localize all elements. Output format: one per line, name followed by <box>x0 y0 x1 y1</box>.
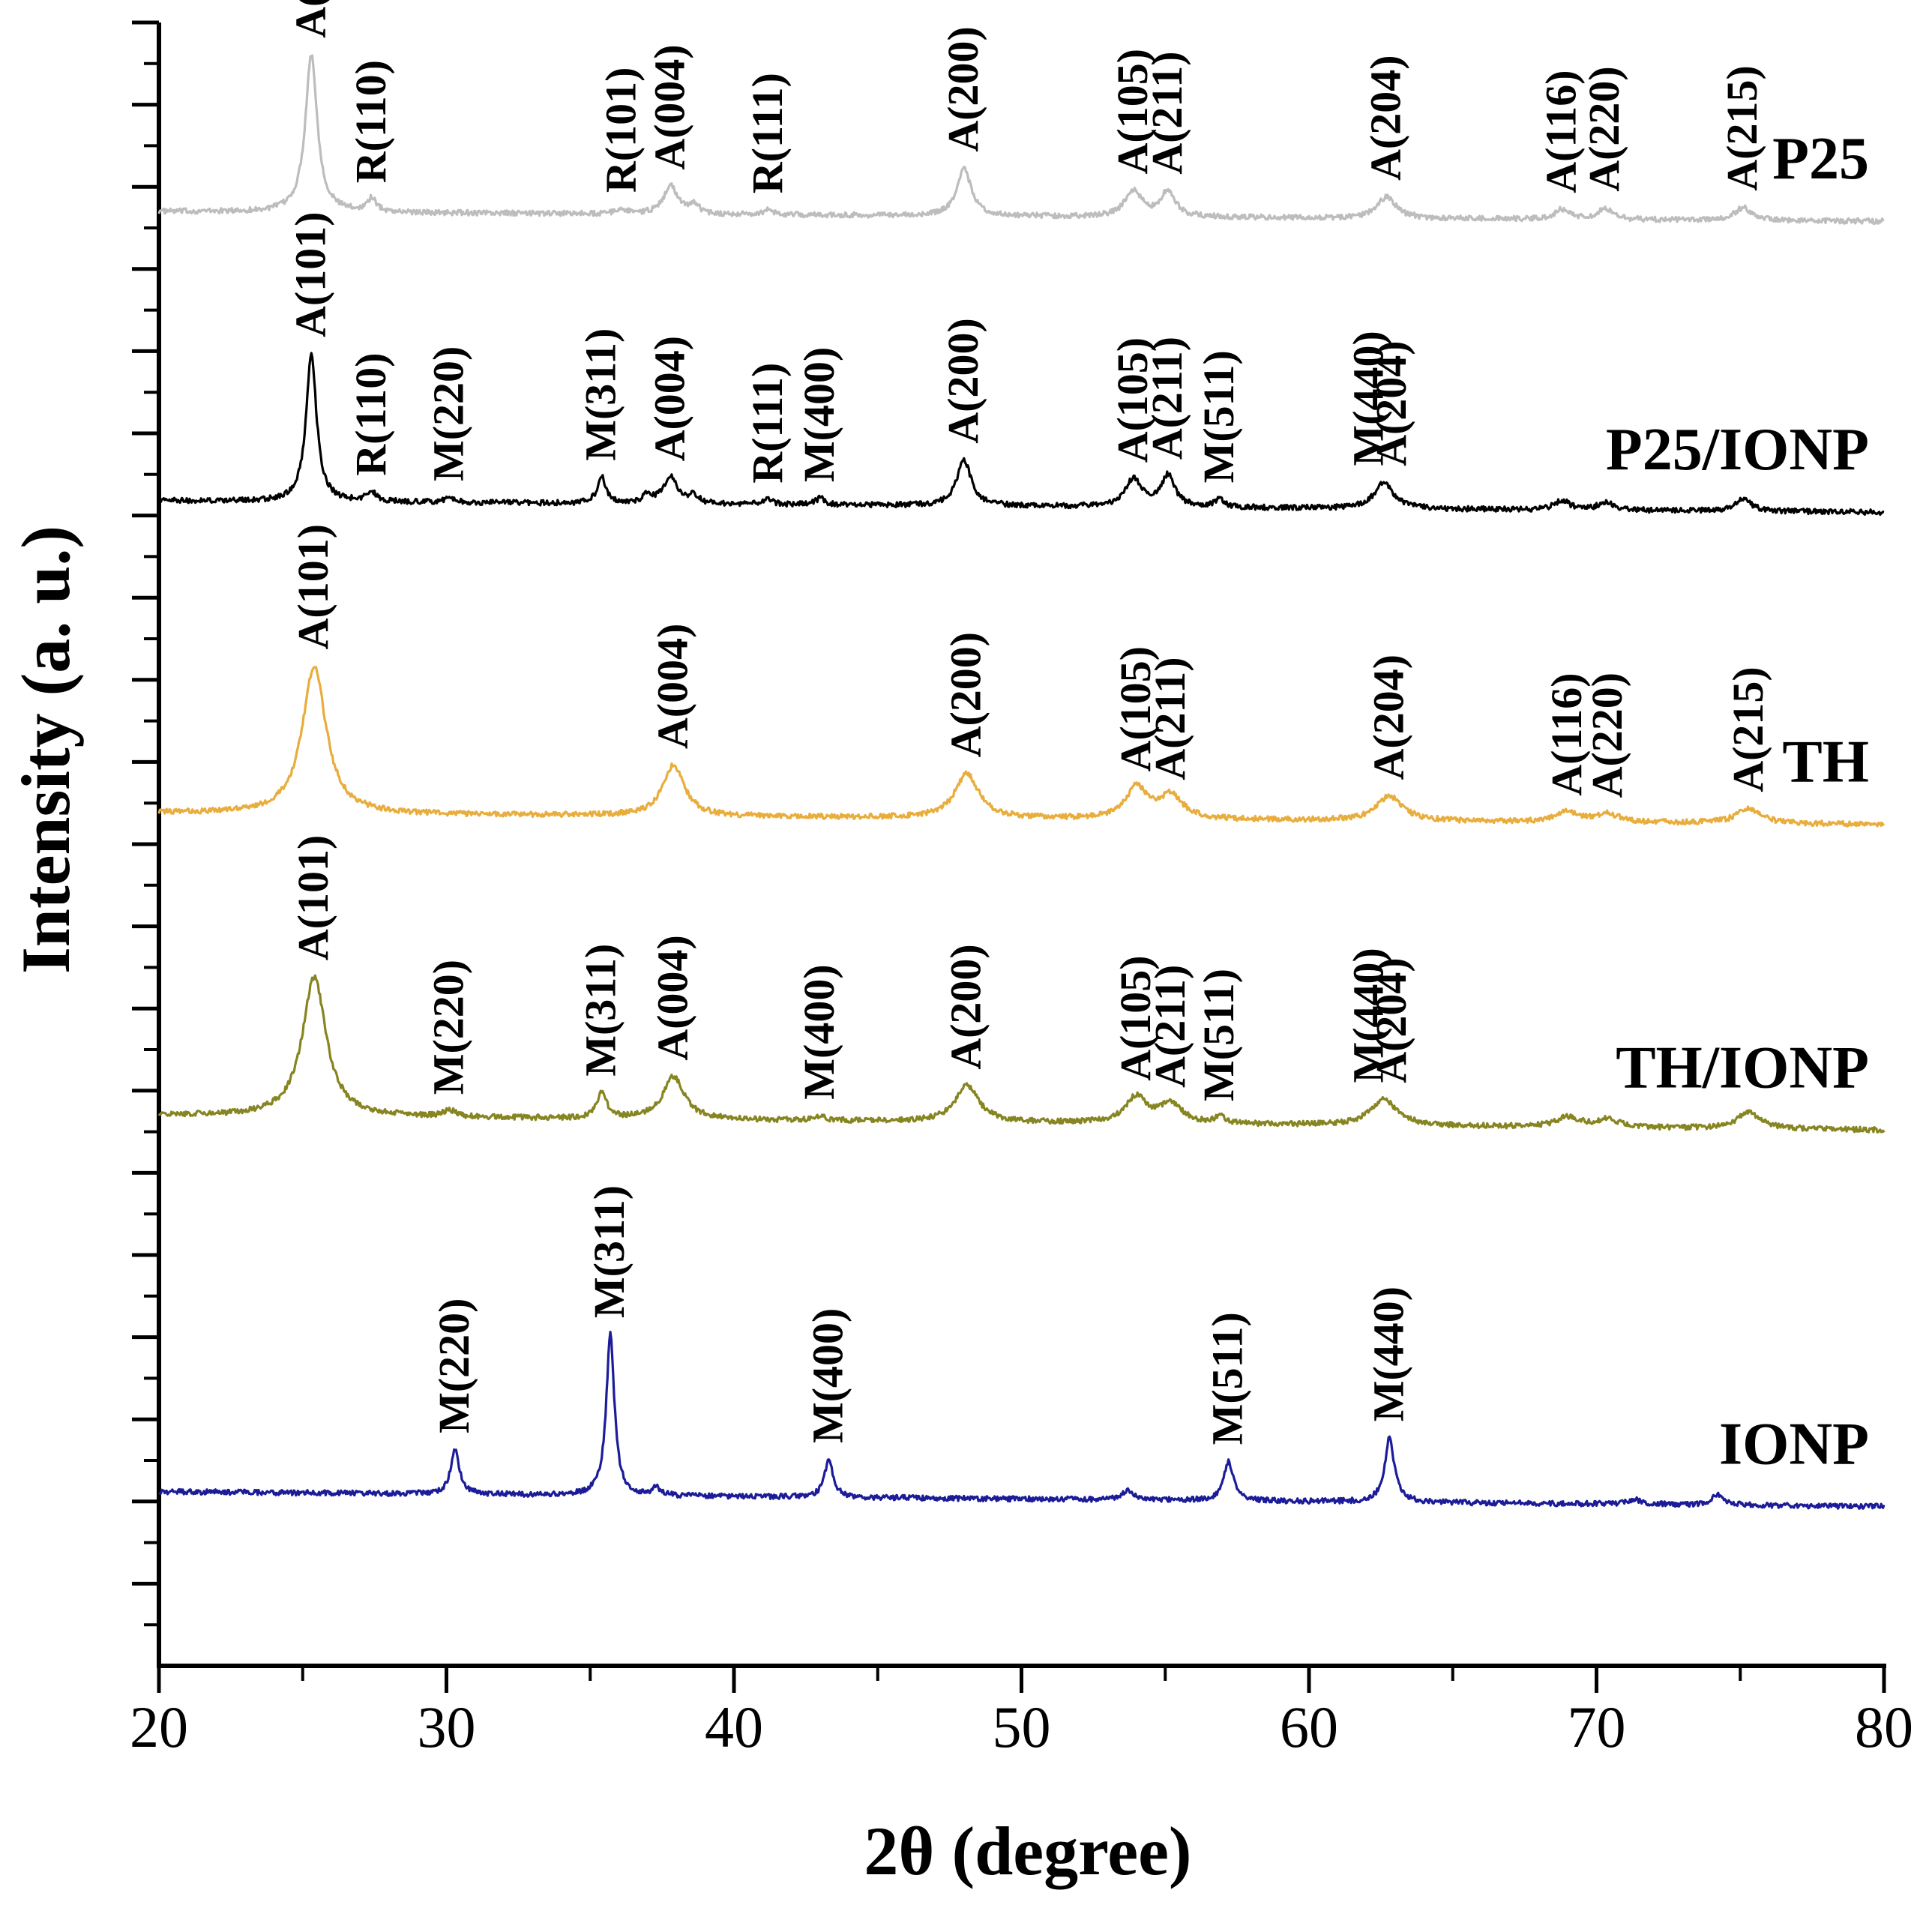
series-th-ionp: TH/IONP <box>157 974 1886 1134</box>
x-tick-label: 70 <box>1568 1694 1626 1760</box>
series-th: TH <box>157 666 1886 828</box>
peak-label: M(400) <box>795 964 843 1099</box>
peak-label: M(440) <box>1364 1286 1412 1421</box>
y-axis-title: Intensity (a. u.) <box>7 526 84 974</box>
peak-label: A(200) <box>939 26 987 152</box>
series-name-label: TH <box>1782 729 1869 795</box>
peak-label: M(511) <box>1194 350 1243 483</box>
series-name-label: P25 <box>1772 126 1869 192</box>
peak-label: A(004) <box>645 44 694 170</box>
peak-label: A(200) <box>939 318 987 444</box>
peak-label: A(105) <box>1111 955 1160 1081</box>
peak-label: M(440) <box>1344 331 1393 466</box>
peak-label: M(400) <box>795 347 843 482</box>
x-axis-title: 2θ (degree) <box>864 1813 1191 1889</box>
series-traces: P25 P25/IONP TH TH/IONP IONP <box>157 54 1886 1510</box>
x-tick-label: 30 <box>418 1694 476 1760</box>
series-name-label: IONP <box>1719 1411 1869 1477</box>
x-tick-label: 20 <box>130 1694 188 1760</box>
peak-label: A(204) <box>1367 340 1415 466</box>
peak-label: A(204) <box>1364 654 1412 780</box>
peak-label: A(101) <box>289 835 337 961</box>
x-tick-label: 80 <box>1855 1694 1913 1760</box>
peak-label: A(101) <box>286 0 334 38</box>
series-p25: P25 <box>157 54 1885 225</box>
series-line <box>158 352 1885 517</box>
x-tick-label: 60 <box>1280 1694 1338 1760</box>
x-tick-label: 40 <box>705 1694 763 1760</box>
peak-label: A(200) <box>942 632 990 758</box>
peak-label: A(211) <box>1143 337 1191 460</box>
series-line <box>157 666 1886 828</box>
series-ionp: IONP <box>158 1330 1886 1510</box>
peak-label: A(116) <box>1537 70 1586 193</box>
peak-labels: A(101)R(110)R(101)A(004)R(111)A(200)A(10… <box>286 0 1772 1445</box>
peak-label: A(215) <box>1718 65 1766 191</box>
peak-label: M(311) <box>585 1185 634 1318</box>
series-p25-ionp: P25/IONP <box>158 352 1885 517</box>
peak-label: A(105) <box>1108 49 1157 175</box>
peak-label: A(215) <box>1724 666 1772 792</box>
series-line <box>158 1330 1886 1510</box>
peak-label: M(400) <box>804 1308 852 1443</box>
peak-label: M(311) <box>577 328 625 461</box>
peak-label: A(204) <box>1361 55 1410 181</box>
peak-label: M(220) <box>424 346 472 481</box>
peak-label: A(204) <box>1367 957 1415 1083</box>
peak-label: R(111) <box>743 363 792 484</box>
peak-label: A(101) <box>289 524 337 650</box>
peak-label: A(211) <box>1146 965 1194 1088</box>
peak-label: A(211) <box>1143 51 1191 174</box>
peak-label: A(004) <box>648 935 697 1061</box>
peak-label: M(440) <box>1344 948 1393 1083</box>
peak-label: A(116) <box>1542 672 1591 795</box>
peak-label: R(101) <box>596 67 645 193</box>
series-name-label: TH/IONP <box>1616 1035 1869 1101</box>
peak-label: M(311) <box>577 944 625 1077</box>
peak-label: A(105) <box>1111 646 1160 772</box>
peak-label: A(211) <box>1146 657 1194 780</box>
peak-label: A(004) <box>648 624 697 750</box>
peak-label: A(101) <box>286 211 334 337</box>
peak-label: M(220) <box>424 960 472 1095</box>
peak-label: R(110) <box>346 60 395 183</box>
peak-label: M(511) <box>1194 969 1243 1101</box>
peak-label: A(220) <box>1583 672 1631 798</box>
series-name-label: P25/IONP <box>1606 417 1869 483</box>
peak-label: A(105) <box>1108 337 1157 463</box>
peak-label: R(111) <box>743 73 792 193</box>
peak-label: M(220) <box>430 1298 478 1433</box>
x-tick-label: 50 <box>993 1694 1051 1760</box>
peak-label: M(511) <box>1203 1312 1252 1445</box>
peak-label: A(200) <box>942 944 990 1070</box>
peak-label: A(220) <box>1580 66 1628 192</box>
peak-label: A(004) <box>645 336 694 462</box>
series-line <box>157 54 1885 225</box>
series-line <box>157 974 1886 1134</box>
axes: 20 30 40 50 60 70 80 <box>130 20 1913 1760</box>
peak-label: R(110) <box>346 352 395 475</box>
